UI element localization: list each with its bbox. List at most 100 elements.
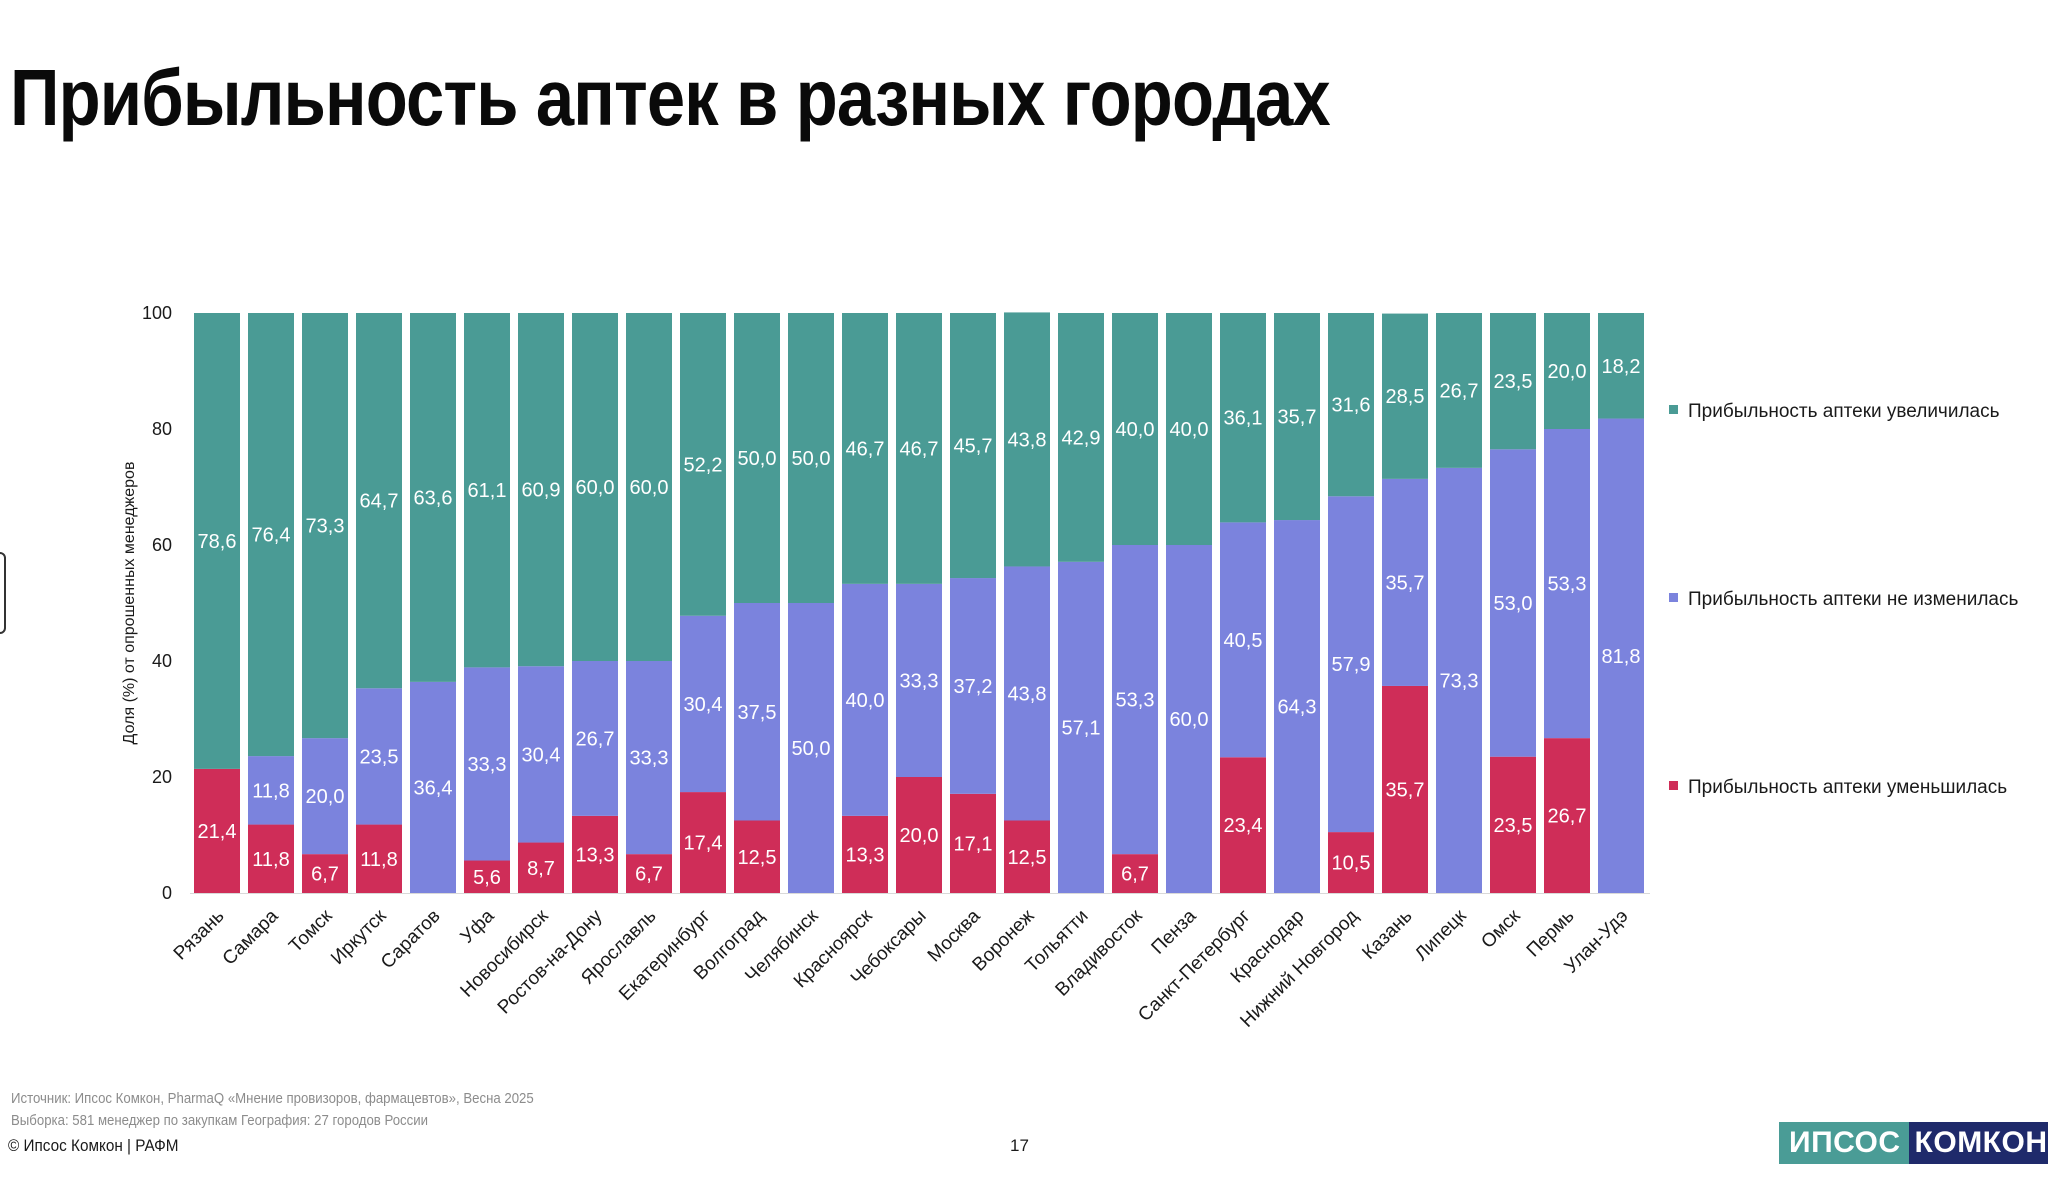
data-label-increased: 60,0 bbox=[576, 477, 615, 499]
y-tick-label: 60 bbox=[152, 535, 172, 555]
bar-segment-increased bbox=[518, 313, 564, 667]
bar-segment-unchanged bbox=[1058, 561, 1104, 893]
data-label-unchanged: 40,0 bbox=[846, 690, 885, 712]
data-label-decreased: 6,7 bbox=[311, 864, 339, 886]
data-label-increased: 60,0 bbox=[630, 477, 669, 499]
bar-segment-increased bbox=[356, 313, 402, 689]
data-label-unchanged: 37,2 bbox=[954, 676, 993, 698]
bar-segment-unchanged bbox=[950, 578, 996, 794]
bar-segment-unchanged bbox=[680, 615, 726, 793]
bar-segment-decreased bbox=[680, 792, 726, 893]
bar-segment-decreased bbox=[626, 854, 672, 893]
data-label-increased: 50,0 bbox=[738, 448, 777, 470]
bar-segment-decreased bbox=[1490, 756, 1536, 893]
data-label-unchanged: 33,3 bbox=[900, 670, 939, 692]
bar-segment-decreased bbox=[734, 820, 780, 893]
data-label-unchanged: 50,0 bbox=[792, 738, 831, 760]
bar-segment-decreased bbox=[896, 777, 942, 893]
data-label-unchanged: 20,0 bbox=[306, 786, 345, 808]
bar-segment-unchanged bbox=[1328, 496, 1374, 833]
data-label-unchanged: 57,1 bbox=[1062, 717, 1101, 739]
data-label-increased: 20,0 bbox=[1548, 361, 1587, 383]
bar-segment-unchanged bbox=[626, 661, 672, 855]
logo-part-2: КОМКОН bbox=[1908, 1122, 2048, 1164]
x-tick-label: Уфа bbox=[457, 905, 499, 947]
data-label-unchanged: 60,0 bbox=[1170, 709, 1209, 731]
data-label-increased: 42,9 bbox=[1062, 427, 1101, 449]
bar-segment-decreased bbox=[950, 793, 996, 893]
bar-segment-decreased bbox=[1004, 820, 1050, 893]
bar-segment-decreased bbox=[842, 815, 888, 893]
data-label-decreased: 21,4 bbox=[198, 821, 237, 843]
data-label-unchanged: 23,5 bbox=[360, 746, 399, 768]
data-label-increased: 26,7 bbox=[1440, 380, 1479, 402]
bar-segment-increased bbox=[788, 313, 834, 603]
page-title: Прибыльность аптек в разных городах bbox=[10, 53, 1331, 142]
data-label-unchanged: 40,5 bbox=[1224, 630, 1263, 652]
bar-segment-increased bbox=[464, 313, 510, 668]
side-panel-handle[interactable] bbox=[0, 552, 6, 634]
bar-segment-unchanged bbox=[572, 661, 618, 816]
data-label-decreased: 11,8 bbox=[252, 849, 289, 871]
bar-segment-unchanged bbox=[1490, 449, 1536, 757]
bar-segment-unchanged bbox=[248, 756, 294, 825]
bar-segment-increased bbox=[1274, 313, 1320, 521]
source-note: Источник: Ипсос Комкон, PharmaQ «Мнение … bbox=[11, 1088, 534, 1132]
data-label-decreased: 17,1 bbox=[954, 833, 993, 855]
logo-part-1: ИПСОС bbox=[1779, 1122, 1909, 1164]
data-label-unchanged: 26,7 bbox=[576, 728, 615, 750]
bar-segment-unchanged bbox=[1598, 418, 1644, 893]
data-label-unchanged: 33,3 bbox=[468, 754, 507, 776]
page-number: 17 bbox=[1010, 1136, 1029, 1155]
bar-segment-decreased bbox=[1382, 685, 1428, 893]
bar-segment-decreased bbox=[518, 842, 564, 893]
bar-segment-increased bbox=[194, 313, 240, 769]
y-tick-label: 80 bbox=[152, 419, 172, 439]
x-tick-label: Омск bbox=[1477, 905, 1525, 953]
bar-segment-increased bbox=[1004, 312, 1050, 567]
bar-segment-unchanged bbox=[896, 583, 942, 777]
data-label-unchanged: 53,3 bbox=[1116, 690, 1155, 712]
data-label-decreased: 26,7 bbox=[1548, 806, 1587, 828]
data-label-unchanged: 64,3 bbox=[1278, 697, 1317, 719]
bar-segment-unchanged bbox=[302, 738, 348, 855]
bar-segment-unchanged bbox=[1004, 566, 1050, 821]
bar-segment-increased bbox=[572, 313, 618, 661]
bar-segment-increased bbox=[896, 313, 942, 584]
bar-segment-increased bbox=[1544, 313, 1590, 429]
x-tick-label: Томск bbox=[285, 905, 337, 957]
bar-segment-unchanged bbox=[1112, 545, 1158, 855]
bar-segment-increased bbox=[1328, 313, 1374, 497]
data-label-decreased: 23,4 bbox=[1224, 815, 1263, 837]
bar-segment-decreased bbox=[302, 854, 348, 893]
x-tick-label: Липецк bbox=[1411, 905, 1471, 965]
bar-segment-decreased bbox=[572, 815, 618, 893]
y-axis-title: Доля (%) от опрошенных менеджеров bbox=[121, 462, 138, 745]
bar-segment-increased bbox=[950, 313, 996, 579]
bar-segment-unchanged bbox=[1220, 522, 1266, 758]
data-label-increased: 45,7 bbox=[954, 436, 993, 458]
data-label-decreased: 5,6 bbox=[473, 867, 501, 889]
bar-segment-unchanged bbox=[464, 667, 510, 861]
bar-segment-unchanged bbox=[1166, 545, 1212, 893]
data-label-decreased: 12,5 bbox=[738, 847, 777, 869]
data-label-unchanged: 37,5 bbox=[738, 702, 777, 724]
data-label-decreased: 11,8 bbox=[360, 849, 397, 871]
data-label-decreased: 8,7 bbox=[527, 858, 555, 880]
bar-segment-increased bbox=[302, 313, 348, 739]
data-label-decreased: 35,7 bbox=[1386, 779, 1425, 801]
bar-segment-increased bbox=[842, 313, 888, 584]
data-label-unchanged: 53,0 bbox=[1494, 593, 1533, 615]
bar-segment-increased bbox=[1220, 313, 1266, 523]
data-label-increased: 61,1 bbox=[468, 480, 507, 502]
data-label-unchanged: 30,4 bbox=[522, 744, 561, 766]
legend-label-increased: Прибыльность аптеки увеличилась bbox=[1688, 401, 2000, 422]
data-label-decreased: 10,5 bbox=[1332, 853, 1371, 875]
bar-segment-decreased bbox=[1220, 757, 1266, 893]
bar-segment-increased bbox=[1490, 313, 1536, 450]
data-label-increased: 52,2 bbox=[684, 454, 723, 476]
data-label-increased: 73,3 bbox=[306, 516, 345, 538]
data-label-unchanged: 35,7 bbox=[1386, 572, 1425, 594]
